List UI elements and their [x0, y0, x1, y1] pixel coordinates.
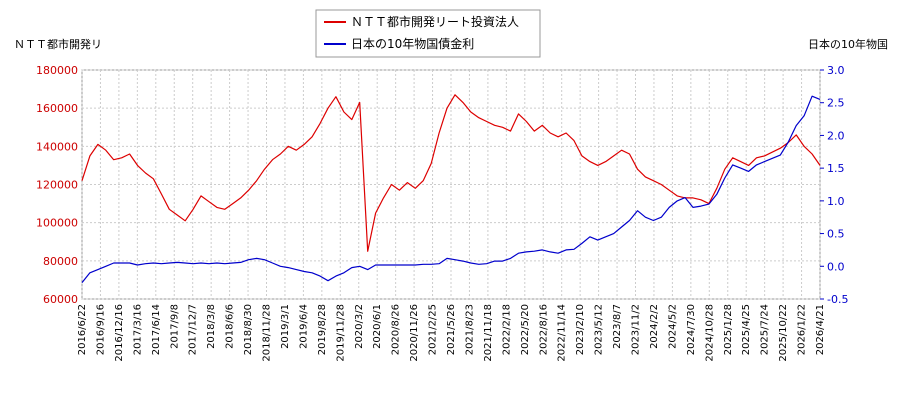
x-tick-label: 2017/3/16: [132, 304, 143, 355]
x-tick-label: 2024/10/28: [704, 304, 715, 362]
legend-box: [315, 9, 541, 58]
x-tick-label: 2019/8/28: [317, 304, 328, 355]
x-tick-label: 2022/8/16: [538, 304, 549, 355]
series-line-reit: [81, 94, 821, 252]
x-tick-label: 2026/4/21: [815, 304, 826, 355]
right-tick-label: 2.5: [827, 97, 845, 110]
right-tick-label: 1.0: [827, 195, 845, 208]
x-tick-label: 2019/6/4: [298, 304, 309, 349]
x-tick-label: 2025/7/24: [760, 304, 771, 355]
right-tick-label: 0.5: [827, 228, 845, 241]
x-tick-label: 2024/5/2: [667, 304, 678, 349]
left-tick-label: 140000: [36, 140, 78, 153]
left-tick-label: 100000: [36, 217, 78, 230]
series-layer: [81, 94, 821, 283]
x-tick-label: 2023/8/7: [612, 304, 623, 349]
right-axis-ticks: -0.5 0.0 0.5 1.0 1.5 2.0 2.5 3.0: [820, 64, 848, 306]
x-tick-label: 2023/11/2: [631, 304, 642, 355]
x-tick-label: 2020/3/2: [354, 304, 365, 349]
x-tick-label: 2018/8/30: [243, 304, 254, 355]
right-tick-label: 3.0: [827, 64, 845, 77]
x-tick-label: 2017/12/7: [188, 304, 199, 355]
left-tick-label: 120000: [36, 179, 78, 192]
x-tick-label: 2024/2/2: [649, 304, 660, 349]
left-axis-ticks: 60000 80000 100000 120000 140000 160000 180000: [36, 64, 78, 306]
x-tick-label: 2019/3/1: [280, 304, 291, 349]
legend: ＮＴＴ都市開発リート投資法人 日本の10年物国債金利: [315, 9, 541, 58]
left-tick-label: 180000: [36, 64, 78, 77]
x-tick-label: 2019/11/28: [335, 304, 346, 362]
grid: [81, 69, 821, 300]
left-tick-label: 60000: [43, 293, 78, 306]
x-tick-label: 2025/1/28: [723, 304, 734, 355]
x-tick-label: 2018/6/6: [225, 304, 236, 349]
x-tick-label: 2026/1/22: [797, 304, 808, 355]
x-tick-label: 2022/11/14: [557, 304, 568, 362]
right-tick-label: 1.5: [827, 162, 845, 175]
x-tick-label: 2016/6/22: [77, 304, 88, 355]
x-tick-label: 2023/2/10: [575, 304, 586, 355]
x-tick-label: 2020/8/26: [391, 304, 402, 355]
x-tick-label: 2025/4/25: [741, 304, 752, 355]
series-line-jgb: [81, 95, 821, 283]
legend-label-reit: ＮＴＴ都市開発リート投資法人: [351, 14, 519, 29]
x-tick-label: 2022/5/20: [520, 304, 531, 355]
left-tick-label: 160000: [36, 102, 78, 115]
left-tick-label: 80000: [43, 255, 78, 268]
x-tick-label: 2024/7/30: [686, 304, 697, 355]
right-tick-label: -0.5: [827, 293, 848, 306]
x-tick-label: 2025/10/22: [778, 304, 789, 362]
right-tick-label: 0.0: [827, 260, 845, 273]
x-tick-label: 2020/6/1: [372, 304, 383, 349]
x-tick-label: 2020/11/26: [409, 304, 420, 362]
x-tick-label: 2018/3/8: [206, 304, 217, 349]
x-tick-label: 2016/9/16: [95, 304, 106, 355]
right-tick-label: 2.0: [827, 129, 845, 142]
x-tick-label: 2017/6/14: [151, 304, 162, 355]
x-tick-label: 2021/11/18: [483, 304, 494, 362]
x-tick-label: 2021/8/23: [464, 304, 475, 355]
x-tick-label: 2021/2/25: [428, 304, 439, 355]
x-axis-ticks: 2016/6/22 2016/9/16 2016/12/16 2017/3/16 201…: [77, 304, 826, 362]
x-tick-label: 2018/11/28: [262, 304, 273, 362]
left-axis-title: ＮＴＴ都市開発リ: [14, 37, 102, 51]
x-tick-label: 2016/12/16: [114, 304, 125, 362]
right-axis-title: 日本の10年物国: [808, 37, 888, 51]
x-tick-label: 2023/5/12: [594, 304, 605, 355]
legend-label-jgb: 日本の10年物国債金利: [351, 36, 474, 51]
x-tick-label: 2017/9/8: [169, 304, 180, 349]
x-tick-label: 2022/2/18: [501, 304, 512, 355]
x-tick-label: 2021/5/26: [446, 304, 457, 355]
